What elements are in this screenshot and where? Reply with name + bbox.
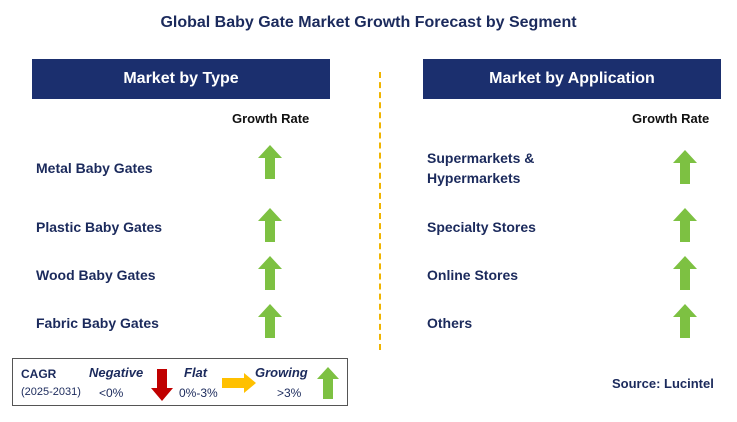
right-arrow-icon xyxy=(222,373,256,393)
row-label-specialty: Specialty Stores xyxy=(427,219,536,235)
row-label-supermarkets: Supermarkets & Hypermarkets xyxy=(427,148,534,188)
right-growth-rate-label: Growth Rate xyxy=(632,111,710,126)
up-arrow-icon xyxy=(673,304,697,338)
row-label-supermarkets-line2: Hypermarkets xyxy=(427,170,521,186)
legend-negative-label: Negative xyxy=(89,365,144,380)
up-arrow-icon xyxy=(258,145,282,179)
up-arrow-icon xyxy=(258,304,282,338)
source-note: Source: Lucintel xyxy=(612,376,714,391)
legend-flat-range: 0%-3% xyxy=(179,386,218,400)
market-by-application-header: Market by Application xyxy=(423,59,721,99)
row-label-metal: Metal Baby Gates xyxy=(36,160,153,176)
row-label-wood: Wood Baby Gates xyxy=(36,267,156,283)
legend-negative-range: <0% xyxy=(99,386,124,400)
up-arrow-icon xyxy=(317,367,339,399)
legend-cagr: CAGR xyxy=(21,367,57,381)
legend-growing-range: >3% xyxy=(277,386,302,400)
up-arrow-icon xyxy=(673,256,697,290)
legend-flat-label: Flat xyxy=(184,365,208,380)
market-by-type-header: Market by Type xyxy=(32,59,330,99)
left-growth-rate-label: Growth Rate xyxy=(232,111,310,126)
up-arrow-icon xyxy=(258,256,282,290)
row-label-others: Others xyxy=(427,315,473,331)
legend-period: (2025-2031) xyxy=(21,386,81,398)
down-arrow-icon xyxy=(151,369,173,401)
row-label-online: Online Stores xyxy=(427,267,519,283)
row-label-fabric: Fabric Baby Gates xyxy=(36,315,159,331)
panel-divider xyxy=(379,72,381,350)
legend-growing-label: Growing xyxy=(255,365,308,380)
chart-title: Global Baby Gate Market Growth Forecast … xyxy=(160,14,577,31)
up-arrow-icon xyxy=(673,208,697,242)
up-arrow-icon xyxy=(258,208,282,242)
row-label-plastic: Plastic Baby Gates xyxy=(36,219,163,235)
legend-box: CAGR (2025-2031) Negative <0% Flat 0%-3%… xyxy=(12,358,348,406)
up-arrow-icon xyxy=(673,150,697,184)
row-label-supermarkets-line1: Supermarkets & xyxy=(427,150,535,166)
